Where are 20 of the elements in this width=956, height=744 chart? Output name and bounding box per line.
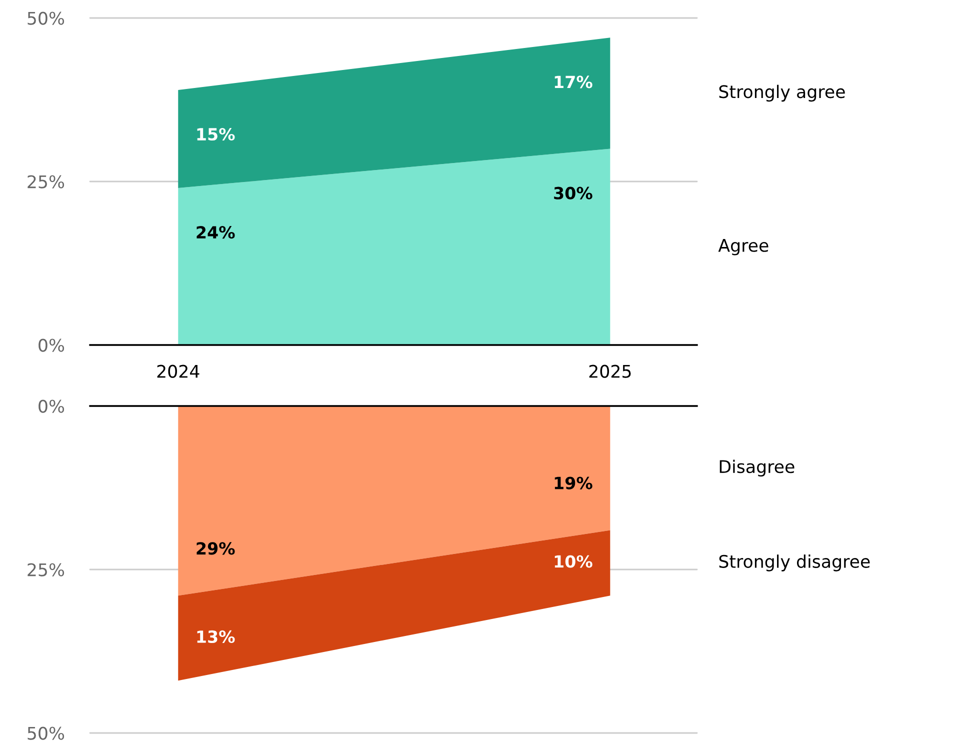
y-tick-label: 0% [38,400,64,413]
x-tick-label: 2025 [589,364,631,378]
data-label: 29% [196,542,235,555]
data-label: 10% [554,555,592,568]
data-label: 13% [197,630,235,644]
data-label: 24% [196,226,235,239]
text: Disagree [720,460,794,477]
data-label: 15% [197,128,235,141]
y-tick-label: 25% [28,175,64,188]
y-tick-label: 50% [28,726,64,740]
text: Strongly disagree [719,554,870,572]
data-label: 19% [554,476,592,490]
x-tick-label: 2024 [157,364,200,378]
text: Agree [718,239,768,256]
data-label: 30% [554,186,592,200]
y-tick-label: 0% [38,338,64,352]
y-tick-label: 50% [28,12,64,25]
text: Strongly agree [719,84,845,102]
y-tick-label: 25% [28,563,64,576]
data-label: 17% [554,76,592,88]
